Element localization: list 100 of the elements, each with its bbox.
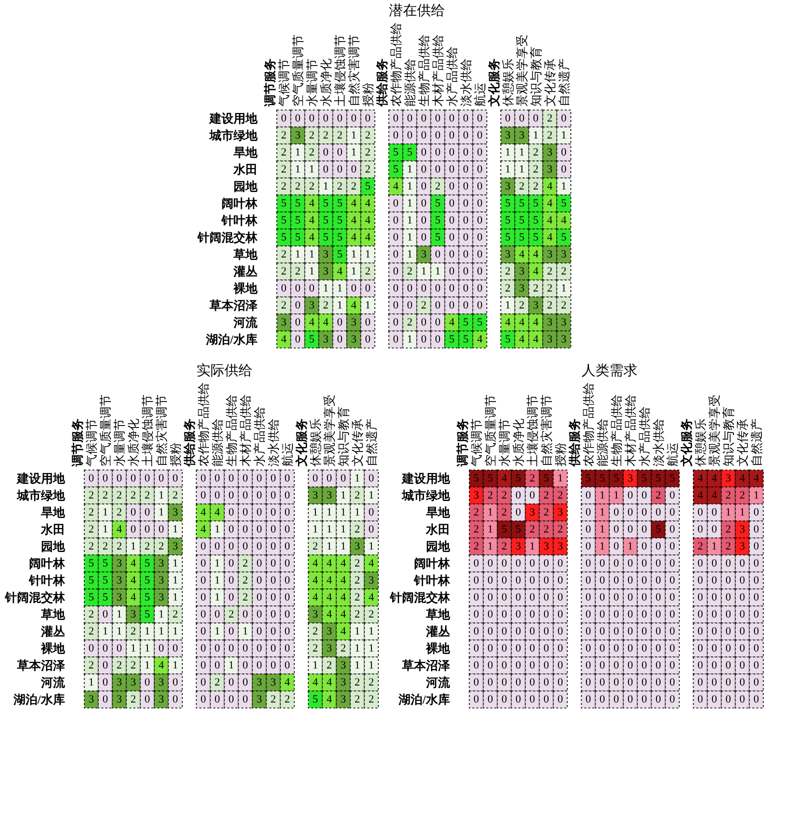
data-label: 0 <box>449 248 456 260</box>
y-tick-label: 针阔混交林 <box>388 590 451 604</box>
data-label: 1 <box>365 248 371 260</box>
data-label: 0 <box>477 112 484 124</box>
data-label: 0 <box>614 524 620 536</box>
x-tick-label: 自然灾害调节 <box>346 34 361 106</box>
x-tick-label: 休憩娱乐 <box>693 418 708 466</box>
data-label: 0 <box>421 214 428 226</box>
data-label: 0 <box>712 608 718 620</box>
data-label: 5 <box>519 214 526 226</box>
data-label: 2 <box>354 524 360 536</box>
data-label: 4 <box>309 198 316 210</box>
data-label: 1 <box>214 558 220 570</box>
x-tick-label: 木材产品供给 <box>623 394 638 466</box>
data-label: 2 <box>323 130 329 142</box>
data-label: 0 <box>214 608 221 620</box>
data-label: 0 <box>740 642 746 654</box>
data-label: 3 <box>116 574 123 586</box>
data-label: 2 <box>547 300 553 312</box>
data-label: 1 <box>242 626 248 638</box>
data-label: 5 <box>533 214 540 226</box>
data-label: 0 <box>449 300 456 312</box>
data-label: 0 <box>516 558 522 570</box>
data-label: 2 <box>547 130 553 142</box>
data-label: 0 <box>88 642 95 654</box>
data-label: 3 <box>351 316 358 328</box>
data-label: 0 <box>435 282 442 294</box>
data-label: 0 <box>561 112 568 124</box>
x-tick-label: 休憩娱乐 <box>308 418 322 466</box>
data-label: 5 <box>144 558 151 570</box>
data-label: 0 <box>614 592 620 604</box>
data-label: 0 <box>670 626 676 638</box>
data-label: 4 <box>519 248 526 260</box>
data-label: 1 <box>172 660 178 672</box>
data-label: 0 <box>228 524 235 536</box>
data-label: 0 <box>516 626 522 638</box>
data-label: 4 <box>519 334 526 346</box>
x-tick-label: 知识与教育 <box>528 46 543 106</box>
data-label: 0 <box>242 524 249 536</box>
data-label: 5 <box>670 472 676 484</box>
data-label: 0 <box>172 642 179 654</box>
data-label: 0 <box>477 180 484 192</box>
data-label: 0 <box>474 694 480 706</box>
data-label: 1 <box>600 524 606 536</box>
data-label: 0 <box>242 642 249 654</box>
data-label: 3 <box>628 472 634 484</box>
data-label: 2 <box>88 660 94 672</box>
data-label: 0 <box>435 112 442 124</box>
data-label: 0 <box>337 316 344 328</box>
y-tick-label: 草地 <box>424 608 451 622</box>
data-label: 0 <box>130 524 137 536</box>
data-label: 5 <box>144 592 151 604</box>
data-label: 0 <box>544 676 550 688</box>
data-label: 0 <box>558 558 564 570</box>
data-label: 0 <box>200 558 207 570</box>
data-label: 0 <box>477 300 484 312</box>
data-label: 5 <box>281 198 288 210</box>
data-label: 1 <box>326 540 332 552</box>
data-label: 0 <box>214 490 221 502</box>
data-label: 1 <box>158 626 164 638</box>
data-label: 2 <box>242 574 248 586</box>
data-label: 1 <box>740 506 746 518</box>
x-tick-label: 水量调节 <box>497 418 512 466</box>
data-label: 3 <box>270 676 277 688</box>
x-tick-label: 授粉 <box>168 442 182 466</box>
x-tick-label: 自然灾害调节 <box>539 394 554 466</box>
data-label: 0 <box>144 524 151 536</box>
data-label: 2 <box>368 676 374 688</box>
data-label: 0 <box>670 490 676 502</box>
data-label: 0 <box>144 694 151 706</box>
data-label: 0 <box>670 574 676 586</box>
data-label: 0 <box>488 626 494 638</box>
data-label: 0 <box>600 660 606 672</box>
data-label: 3 <box>368 574 375 586</box>
data-label: 0 <box>270 592 277 604</box>
x-tick-label: 航运 <box>280 442 294 466</box>
data-label: 5 <box>337 248 344 260</box>
data-label: 0 <box>284 558 291 570</box>
data-label: 0 <box>628 626 634 638</box>
data-label: 0 <box>642 694 648 706</box>
data-label: 2 <box>561 266 567 278</box>
data-label: 0 <box>754 626 760 638</box>
data-label: 0 <box>586 608 592 620</box>
data-label: 2 <box>144 540 150 552</box>
x-tick-label: 文化服务 <box>294 418 308 468</box>
x-tick-label: 自然遗产 <box>364 418 378 466</box>
data-label: 1 <box>309 248 315 260</box>
data-label: 0 <box>200 642 207 654</box>
data-label: 0 <box>544 626 550 638</box>
x-tick-label: 淡水供给 <box>266 418 280 466</box>
y-tick-label: 草本沼泽 <box>16 658 66 672</box>
data-label: 5 <box>393 146 400 158</box>
data-label: 0 <box>228 592 235 604</box>
data-label: 0 <box>712 524 718 536</box>
data-label: 0 <box>421 316 428 328</box>
data-label: 0 <box>474 626 480 638</box>
data-label: 0 <box>474 574 480 586</box>
data-label: 4 <box>200 506 207 518</box>
data-label: 5 <box>505 198 512 210</box>
data-label: 4 <box>351 198 358 210</box>
